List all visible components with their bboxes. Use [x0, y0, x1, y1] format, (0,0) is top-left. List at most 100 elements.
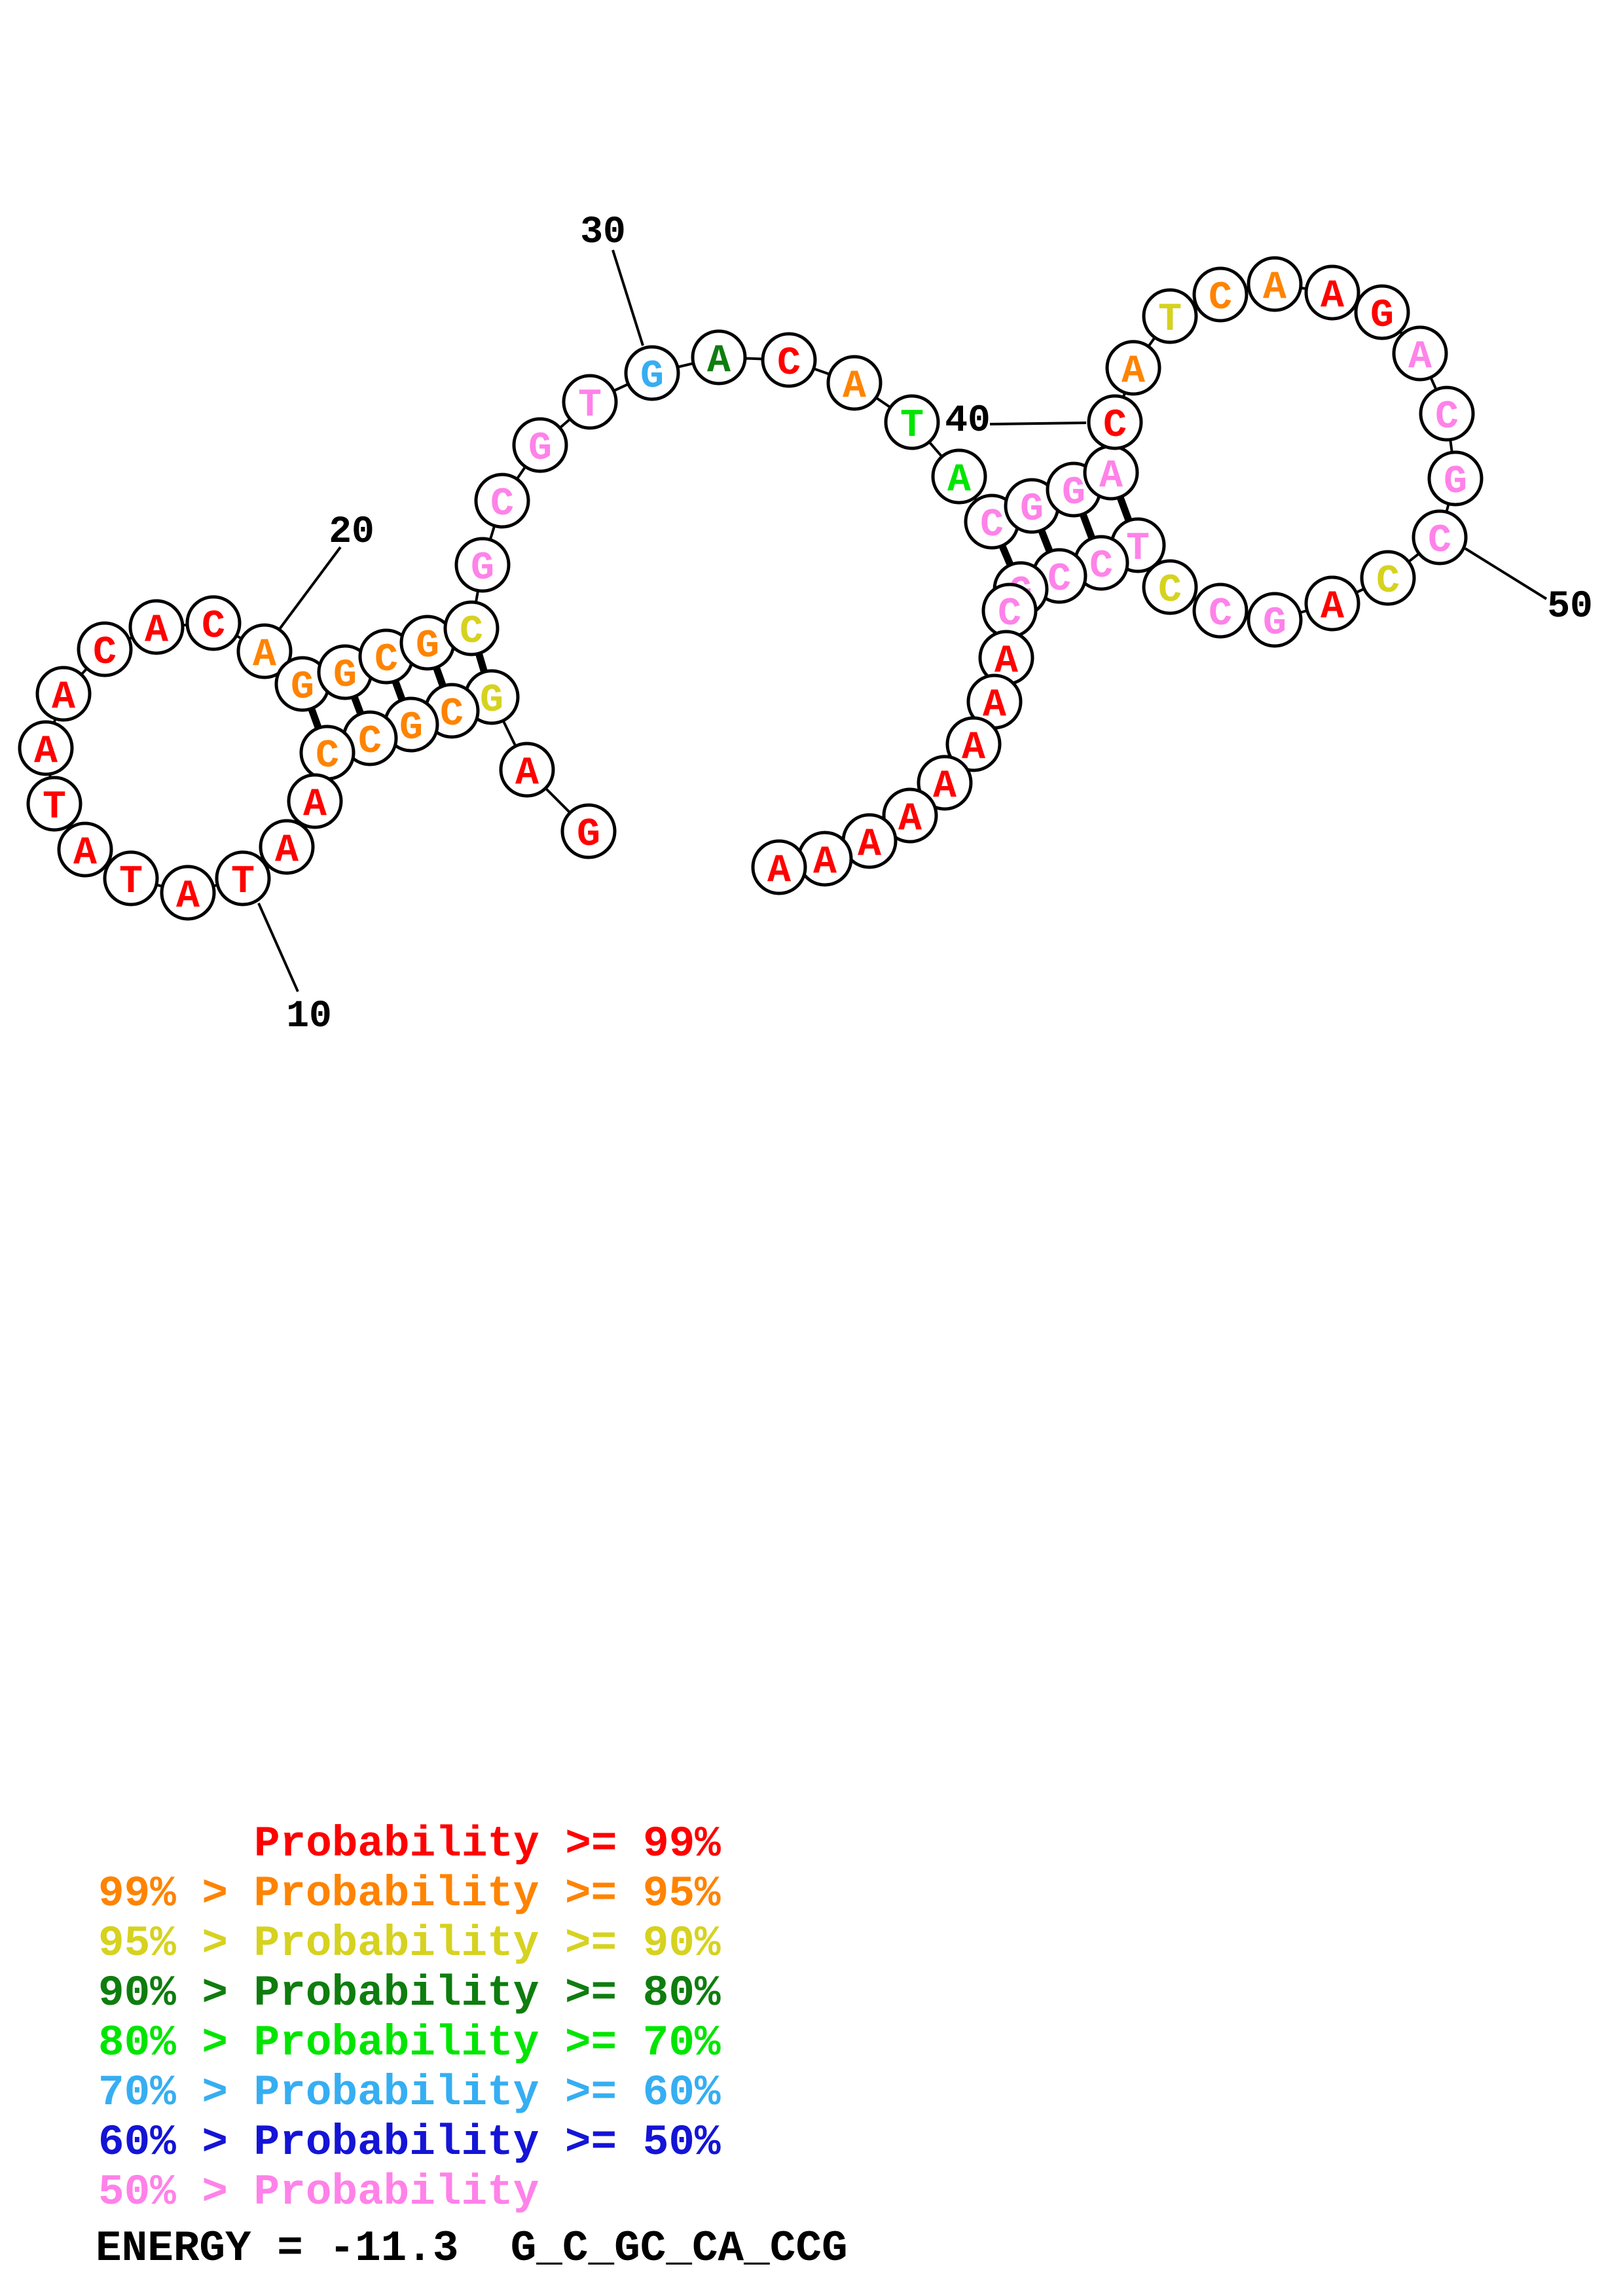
nucleotide-base-49: G: [1444, 460, 1467, 505]
probability-legend: Probability >= 99% 99% > Probability >= 9…: [98, 1820, 721, 2217]
nucleotide-circle-8: [287, 773, 343, 829]
nucleotide-base-6: C: [358, 720, 382, 764]
nucleotide-base-18: A: [145, 609, 168, 653]
nucleotide-circle-1: [560, 803, 617, 859]
nucleotide-base-2: A: [515, 751, 539, 796]
nucleotide-circle-2: [499, 742, 555, 798]
nucleotide-base-43: C: [1209, 276, 1232, 321]
nucleotide-base-44: A: [1263, 266, 1286, 310]
nucleotide-base-60: C: [998, 592, 1021, 637]
nucleotide-circle-17: [77, 621, 133, 677]
nucleotide-base-53: G: [1263, 601, 1286, 646]
nucleotide-circle-34: [884, 394, 940, 450]
nucleotide-circle-41: [1105, 340, 1161, 396]
nucleotide-base-40: C: [1103, 404, 1127, 448]
position-label-50: 50: [1547, 586, 1593, 628]
nucleotide-circle-49: [1427, 450, 1484, 507]
nucleotide-circle-13: [57, 821, 113, 878]
legend-row-1: 99% > Probability >= 95%: [98, 1869, 721, 1918]
nucleotide-circle-43: [1192, 266, 1249, 323]
nucleotide-base-9: A: [275, 829, 299, 873]
nucleotide-circle-29: [562, 374, 618, 430]
nucleotide-circle-40: [1087, 394, 1143, 450]
nucleotide-circle-55: [1142, 559, 1198, 615]
nucleotide-circle-65: [882, 787, 938, 844]
position-label-40: 40: [945, 400, 991, 442]
nucleotide-base-45: A: [1321, 274, 1344, 319]
nucleotide-base-66: A: [858, 823, 881, 867]
nucleotide-circle-51: [1360, 550, 1416, 606]
legend-row-4: 80% > Probability >= 70%: [98, 2018, 721, 2068]
nucleotide-circle-25: [443, 600, 500, 656]
nucleotide-base-15: A: [34, 730, 58, 774]
nucleotide-circle-63: [945, 716, 1002, 772]
nucleotide-circle-15: [18, 720, 74, 776]
nucleotide-circle-26: [454, 537, 511, 593]
nucleotide-circle-68: [751, 839, 807, 895]
nucleotide-circle-47: [1392, 325, 1448, 382]
nucleotide-circle-20: [236, 623, 293, 679]
label-leader-line: [611, 249, 644, 346]
nucleotide-base-34: T: [900, 404, 924, 448]
legend-row-3: 90% > Probability >= 80%: [98, 1969, 721, 2018]
nucleotide-base-23: C: [374, 638, 398, 683]
nucleotide-base-10: T: [231, 860, 255, 905]
nucleotide-base-67: A: [813, 840, 837, 885]
nucleotide-circle-12: [103, 850, 159, 906]
legend-row-0: Probability >= 99%: [254, 1820, 721, 1869]
nucleotide-base-21: G: [291, 666, 314, 710]
nucleotide-base-12: T: [119, 860, 143, 905]
nucleotide-base-54: C: [1209, 592, 1232, 637]
nucleotide-base-29: T: [578, 384, 602, 428]
nucleotide-base-52: A: [1321, 585, 1344, 630]
nucleotide-base-48: C: [1435, 395, 1459, 440]
nucleotide-base-65: A: [898, 797, 922, 842]
nucleotide-base-56: T: [1126, 527, 1150, 571]
nucleotide-base-4: C: [440, 692, 464, 737]
nucleotide-base-39: A: [1099, 454, 1123, 499]
nucleotide-base-58: C: [1048, 558, 1071, 602]
nucleotide-circle-48: [1419, 386, 1475, 442]
nucleotide-base-19: C: [202, 605, 225, 649]
nucleotide-circle-33: [826, 355, 883, 411]
nucleotide-base-11: A: [176, 874, 200, 919]
nucleotide-base-1: G: [577, 813, 600, 857]
nucleotide-base-14: T: [43, 785, 66, 830]
legend-row-2: 95% > Probability >= 90%: [98, 1919, 721, 1968]
nucleotide-base-20: A: [253, 633, 276, 677]
nucleotide-base-3: G: [480, 679, 503, 723]
legend-row-6: 60% > Probability >= 50%: [98, 2118, 721, 2167]
nucleotide-base-55: C: [1158, 569, 1182, 613]
nucleotide-base-41: A: [1122, 350, 1145, 394]
nucleotide-base-32: C: [777, 342, 801, 386]
position-label-30: 30: [580, 211, 626, 254]
legend-row-5: 70% > Probability >= 60%: [98, 2068, 721, 2117]
nucleotide-circle-14: [26, 776, 82, 832]
nucleotide-base-38: G: [1062, 471, 1085, 516]
nucleotide-circle-27: [474, 473, 530, 529]
nucleotide-circle-46: [1354, 284, 1410, 340]
label-leader-line: [989, 422, 1087, 425]
nucleotide-circle-54: [1192, 583, 1249, 639]
nucleotide-base-36: C: [980, 503, 1004, 548]
nucleotide-circle-19: [185, 595, 242, 651]
nucleotide-circle-30: [624, 345, 680, 401]
nucleotide-circle-44: [1247, 256, 1303, 312]
nucleotide-base-51: C: [1376, 560, 1400, 604]
label-leader-line: [257, 903, 299, 992]
nucleotide-circle-45: [1304, 264, 1360, 321]
nucleotide-circle-52: [1304, 575, 1360, 632]
nucleotide-circle-16: [35, 666, 92, 722]
nucleotide-base-28: G: [528, 427, 552, 471]
nucleotide-circle-32: [761, 332, 817, 388]
nucleotide-circle-10: [215, 850, 271, 906]
nucleotide-circle-64: [917, 755, 973, 811]
nucleotide-base-46: G: [1370, 294, 1394, 338]
nucleotide-circle-35: [931, 448, 987, 505]
nucleotide-base-57: C: [1089, 545, 1113, 589]
nucleotide-base-5: G: [399, 706, 423, 751]
nucleotide-base-27: C: [490, 482, 514, 527]
nucleotide-circle-42: [1142, 288, 1198, 344]
